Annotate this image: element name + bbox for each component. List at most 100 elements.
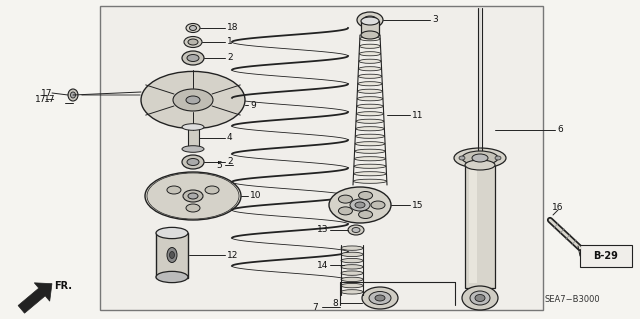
Ellipse shape xyxy=(462,151,498,165)
Text: 2: 2 xyxy=(227,158,232,167)
Ellipse shape xyxy=(354,172,387,176)
Ellipse shape xyxy=(341,271,363,275)
Ellipse shape xyxy=(189,26,196,31)
Ellipse shape xyxy=(358,67,381,71)
Ellipse shape xyxy=(188,39,198,45)
Text: 16: 16 xyxy=(552,203,564,211)
Bar xyxy=(100,6,543,310)
Ellipse shape xyxy=(182,155,204,169)
Ellipse shape xyxy=(358,89,383,93)
Ellipse shape xyxy=(352,227,360,233)
Ellipse shape xyxy=(375,295,385,301)
Text: 14: 14 xyxy=(317,261,328,270)
Ellipse shape xyxy=(341,252,363,256)
Ellipse shape xyxy=(167,186,181,194)
Text: 2: 2 xyxy=(227,54,232,63)
Text: 3: 3 xyxy=(432,16,438,25)
Ellipse shape xyxy=(186,96,200,104)
Bar xyxy=(580,245,632,267)
Text: SEA7−B3000: SEA7−B3000 xyxy=(544,295,600,305)
Ellipse shape xyxy=(359,52,381,56)
Text: 10: 10 xyxy=(250,191,262,201)
Ellipse shape xyxy=(362,287,398,309)
Ellipse shape xyxy=(184,36,202,48)
Ellipse shape xyxy=(341,277,363,282)
Ellipse shape xyxy=(182,124,204,130)
Ellipse shape xyxy=(187,159,199,166)
Ellipse shape xyxy=(182,146,204,152)
Ellipse shape xyxy=(355,142,385,146)
Ellipse shape xyxy=(361,17,379,25)
Ellipse shape xyxy=(187,55,199,62)
Ellipse shape xyxy=(341,246,363,250)
Ellipse shape xyxy=(156,227,188,239)
Text: 17: 17 xyxy=(44,95,55,105)
Polygon shape xyxy=(18,283,52,313)
Ellipse shape xyxy=(358,82,382,86)
Ellipse shape xyxy=(182,51,204,65)
Ellipse shape xyxy=(357,97,383,101)
Ellipse shape xyxy=(355,149,385,153)
Text: 5: 5 xyxy=(216,160,222,169)
Ellipse shape xyxy=(358,211,372,219)
Ellipse shape xyxy=(363,16,377,24)
Text: 1: 1 xyxy=(227,38,233,47)
Ellipse shape xyxy=(470,291,490,305)
Ellipse shape xyxy=(355,134,385,138)
Ellipse shape xyxy=(361,31,379,39)
Ellipse shape xyxy=(188,193,198,199)
Text: 11: 11 xyxy=(412,110,424,120)
Text: 13: 13 xyxy=(317,226,328,234)
Text: 18: 18 xyxy=(227,24,239,33)
Text: 8: 8 xyxy=(332,299,338,308)
Text: 7: 7 xyxy=(312,302,318,311)
Bar xyxy=(465,165,495,288)
Ellipse shape xyxy=(358,191,372,199)
Ellipse shape xyxy=(371,201,385,209)
Ellipse shape xyxy=(186,24,200,33)
Bar xyxy=(188,127,199,149)
Ellipse shape xyxy=(359,59,381,63)
Ellipse shape xyxy=(145,172,241,220)
Ellipse shape xyxy=(68,89,78,101)
Bar xyxy=(361,21,379,35)
Ellipse shape xyxy=(353,179,387,183)
Ellipse shape xyxy=(475,294,485,301)
Ellipse shape xyxy=(173,89,213,111)
Text: 17: 17 xyxy=(40,88,52,98)
Ellipse shape xyxy=(341,284,363,288)
Ellipse shape xyxy=(348,225,364,235)
Ellipse shape xyxy=(358,74,381,78)
Ellipse shape xyxy=(141,71,245,129)
Ellipse shape xyxy=(472,154,488,162)
Text: B-29: B-29 xyxy=(593,251,618,261)
Bar xyxy=(469,170,477,283)
Ellipse shape xyxy=(70,92,76,98)
Ellipse shape xyxy=(329,187,391,223)
Ellipse shape xyxy=(341,258,363,263)
Ellipse shape xyxy=(186,204,200,212)
Ellipse shape xyxy=(167,248,177,263)
Ellipse shape xyxy=(355,157,385,161)
Text: 9: 9 xyxy=(250,100,256,109)
Ellipse shape xyxy=(341,290,363,294)
Ellipse shape xyxy=(170,251,175,258)
Ellipse shape xyxy=(350,199,370,211)
Text: 4: 4 xyxy=(227,133,232,143)
Text: 17—: 17— xyxy=(35,95,55,105)
Ellipse shape xyxy=(339,195,353,203)
Ellipse shape xyxy=(357,12,383,28)
Ellipse shape xyxy=(369,292,391,305)
Bar xyxy=(156,233,188,278)
Ellipse shape xyxy=(356,112,383,116)
Text: 15: 15 xyxy=(412,201,424,210)
Ellipse shape xyxy=(354,164,386,168)
Ellipse shape xyxy=(459,156,465,160)
Ellipse shape xyxy=(356,119,384,123)
Ellipse shape xyxy=(357,104,383,108)
Text: FR.: FR. xyxy=(54,281,72,291)
Ellipse shape xyxy=(341,265,363,269)
Ellipse shape xyxy=(183,190,203,202)
Ellipse shape xyxy=(465,160,495,170)
Ellipse shape xyxy=(339,207,353,215)
